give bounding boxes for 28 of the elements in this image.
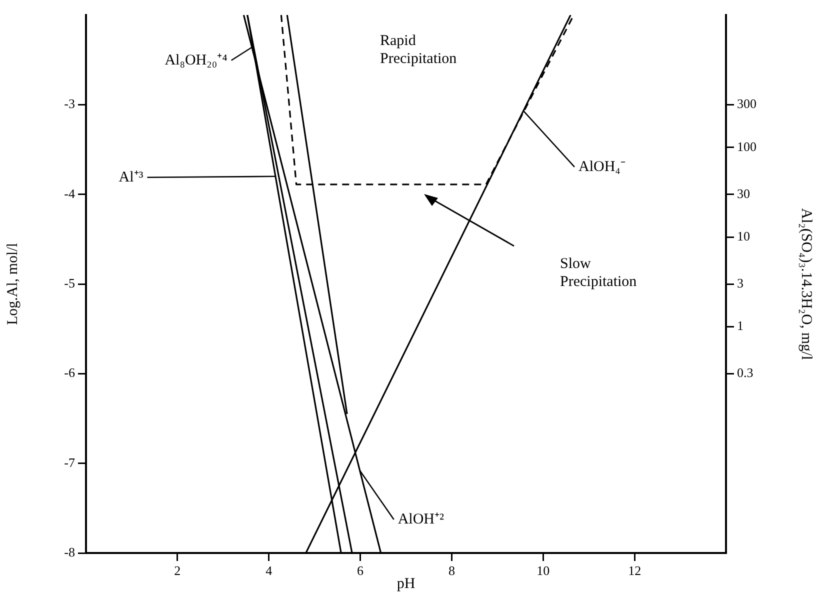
y-tick-label: -3 [64, 96, 75, 112]
y-axis-title: Log.Al, mol/l [4, 242, 21, 326]
y2-tick-label: 100 [737, 138, 756, 154]
y2-axis-title: Al₂(SO₄)₃.14.3H₂O, mg/l [798, 208, 814, 360]
annotation: AlOH₄⁻ [578, 158, 626, 175]
x-tick-label: 10 [536, 563, 550, 578]
x-axis-title: pH [396, 576, 416, 592]
y2-tick-label: 3 [737, 275, 744, 290]
x-tick-label: 2 [174, 563, 181, 578]
y2-tick-label: 0.3 [737, 365, 754, 380]
x-tick-label: 6 [357, 563, 364, 578]
x-tick-label: 4 [266, 563, 273, 578]
y-tick-label: -7 [64, 454, 76, 470]
annotation: Slow Precipitation [560, 255, 638, 291]
y2-tick-label: 10 [737, 228, 750, 244]
y-tick-label: -4 [64, 186, 76, 201]
annotation: Al₈OH₂₀⁺⁴ [164, 52, 228, 68]
annotation: Rapid Precipitation [380, 32, 458, 68]
y2-tick-label: 1 [737, 318, 744, 334]
y2-tick-label: 300 [737, 96, 756, 112]
x-tick-label: 12 [628, 563, 642, 578]
x-tick-label: 8 [448, 563, 455, 578]
y2-tick-label: 30 [737, 186, 750, 201]
annotation: Al⁺³ [118, 169, 144, 186]
annotation: AlOH⁺² [398, 511, 444, 528]
y-tick-label: -6 [64, 365, 76, 380]
y-tick-label: -8 [64, 544, 75, 560]
y-tick-label: -5 [64, 275, 75, 290]
